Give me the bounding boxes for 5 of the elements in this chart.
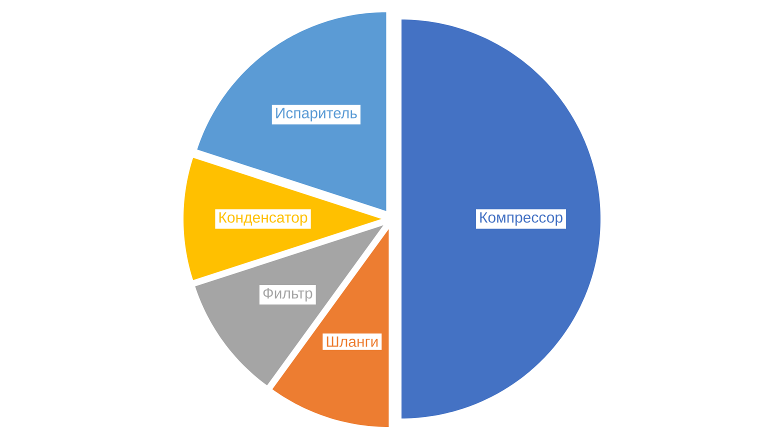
slice-label: Испаритель <box>276 108 357 122</box>
slice-label: Шланги <box>326 336 378 347</box>
slice-label: Компрессор <box>480 212 562 226</box>
slice-label: Конденсатор <box>219 212 308 226</box>
slice-label: Фильтр <box>263 288 312 302</box>
